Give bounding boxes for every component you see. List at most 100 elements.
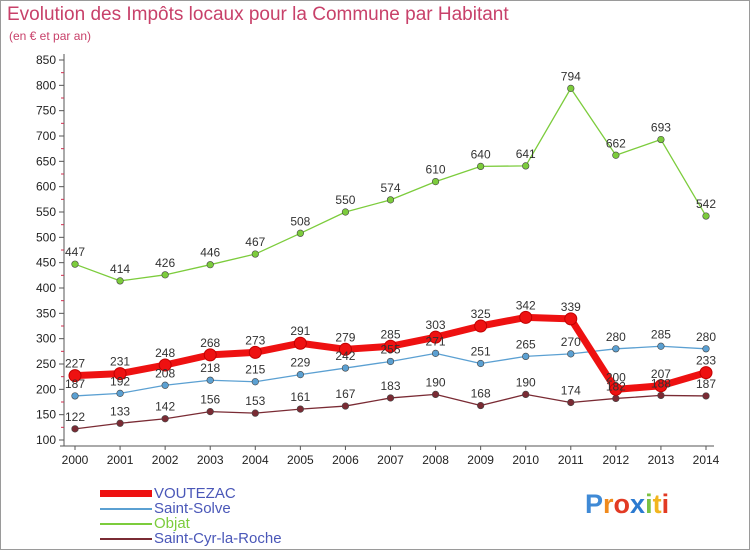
data-point-objat (702, 212, 710, 220)
data-label-saint-solve: 242 (335, 349, 355, 363)
x-tick-label: 2014 (693, 453, 720, 467)
data-point-voutezac (519, 310, 533, 324)
data-label-voutezac: 279 (335, 330, 355, 344)
y-tick-label: 100 (36, 433, 56, 447)
y-tick-label: 650 (36, 154, 56, 168)
logo-letter: P (585, 489, 604, 519)
data-point-objat (567, 84, 575, 92)
data-point-voutezac (474, 319, 488, 333)
proxiti-logo: Proxiti (585, 489, 669, 520)
legend-label-saint-cyr-la-roche: Saint-Cyr-la-Roche (154, 530, 282, 547)
data-label-saint-solve: 265 (516, 337, 536, 351)
data-point-saint-cyr-la-roche (386, 394, 395, 402)
logo-letter: i (661, 489, 670, 519)
y-tick-label: 850 (36, 53, 56, 67)
data-label-voutezac: 231 (110, 355, 130, 369)
x-tick-label: 2002 (152, 453, 179, 467)
y-tick-label: 450 (36, 256, 56, 270)
data-point-voutezac (248, 345, 262, 359)
x-tick-label: 2007 (377, 453, 404, 467)
data-point-saint-solve (71, 392, 79, 400)
data-point-saint-cyr-la-roche (522, 390, 530, 399)
data-label-voutezac: 207 (651, 367, 671, 381)
y-tick-label: 150 (36, 408, 56, 422)
data-label-saint-cyr-la-roche: 190 (516, 375, 536, 389)
y-tick-label: 600 (36, 180, 56, 194)
data-point-saint-solve (161, 381, 169, 389)
data-label-voutezac: 233 (696, 354, 716, 368)
data-label-objat: 447 (65, 245, 85, 259)
data-label-saint-cyr-la-roche: 167 (335, 387, 355, 401)
data-point-saint-cyr-la-roche (251, 409, 259, 417)
data-label-voutezac: 303 (426, 318, 446, 332)
data-point-saint-solve (386, 357, 395, 366)
legend-swatch-saint-cyr-la-roche (100, 537, 152, 540)
logo-letter: i (645, 489, 653, 519)
data-point-voutezac (68, 369, 82, 383)
data-point-saint-solve (431, 349, 440, 357)
data-point-saint-cyr-la-roche (612, 394, 620, 403)
data-point-voutezac (384, 339, 397, 353)
legend-label-objat: Objat (154, 515, 190, 532)
data-point-saint-solve (341, 364, 350, 372)
data-label-saint-cyr-la-roche: 182 (606, 379, 626, 393)
data-label-saint-cyr-la-roche: 183 (380, 379, 400, 393)
data-point-voutezac (699, 366, 713, 380)
data-point-saint-solve (612, 345, 620, 353)
data-label-voutezac: 268 (200, 336, 220, 350)
data-point-saint-solve (567, 350, 575, 358)
data-point-saint-cyr-la-roche (296, 405, 304, 413)
logo-letter: x (630, 489, 646, 519)
data-label-voutezac: 285 (380, 327, 400, 341)
legend-item-voutezac: VOUTEZAC (100, 486, 282, 501)
y-tick-label: 750 (36, 104, 56, 118)
data-point-voutezac (158, 358, 172, 372)
data-label-objat: 641 (516, 147, 536, 161)
logo-letter: r (603, 489, 614, 519)
data-label-saint-cyr-la-roche: 133 (110, 404, 130, 418)
data-point-saint-solve (702, 345, 710, 353)
legend-swatch-saint-solve (100, 507, 152, 510)
data-point-voutezac (564, 312, 578, 326)
data-label-saint-solve: 271 (426, 334, 446, 348)
data-point-objat (612, 151, 620, 159)
x-tick-label: 2001 (107, 453, 134, 467)
data-point-voutezac (203, 348, 217, 362)
y-tick-label: 400 (36, 281, 56, 295)
legend-swatch-voutezac (100, 490, 152, 497)
data-label-saint-solve: 187 (65, 377, 85, 391)
data-label-saint-cyr-la-roche: 156 (200, 393, 220, 407)
data-label-saint-cyr-la-roche: 190 (426, 375, 446, 389)
data-point-saint-solve (296, 371, 304, 379)
data-point-saint-cyr-la-roche (116, 419, 124, 427)
data-point-voutezac (429, 330, 443, 344)
data-point-saint-solve (522, 352, 530, 361)
data-label-saint-solve: 285 (651, 327, 671, 341)
data-label-objat: 467 (245, 235, 265, 249)
data-point-voutezac (654, 379, 668, 393)
data-point-saint-cyr-la-roche (431, 390, 440, 399)
data-label-saint-cyr-la-roche: 142 (155, 400, 175, 414)
chart-title: Evolution des Impôts locaux pour la Comm… (7, 4, 509, 25)
data-point-voutezac (113, 367, 127, 381)
data-label-voutezac: 342 (516, 298, 536, 312)
data-label-objat: 446 (200, 246, 220, 260)
y-tick-label: 300 (36, 332, 56, 346)
data-point-voutezac (293, 336, 307, 350)
data-point-objat (386, 196, 395, 204)
data-label-saint-solve: 251 (471, 344, 491, 358)
data-label-voutezac: 339 (561, 300, 581, 314)
y-tick-label: 350 (36, 306, 56, 320)
data-point-objat (296, 229, 304, 237)
data-label-saint-cyr-la-roche: 188 (651, 376, 671, 390)
data-label-objat: 610 (426, 163, 446, 177)
data-point-objat (161, 271, 169, 279)
data-label-voutezac: 227 (65, 357, 85, 371)
data-point-voutezac (609, 382, 623, 396)
data-point-saint-cyr-la-roche (657, 391, 665, 400)
data-point-saint-solve (657, 342, 665, 350)
x-tick-label: 2008 (422, 453, 449, 467)
data-label-objat: 550 (335, 193, 355, 207)
